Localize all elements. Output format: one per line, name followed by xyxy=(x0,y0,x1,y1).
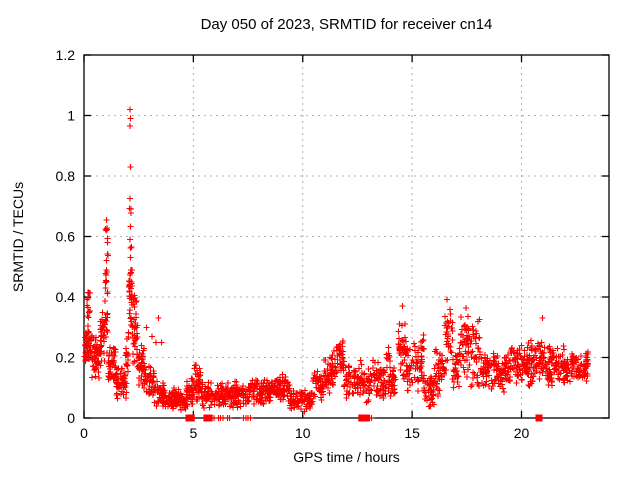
x-tick-label: 10 xyxy=(295,425,311,441)
scatter-points xyxy=(81,106,591,422)
zero-square-marker xyxy=(205,414,213,422)
x-tick-label: 15 xyxy=(404,425,420,441)
zero-square-marker xyxy=(535,414,543,422)
x-tick-label: 0 xyxy=(80,425,88,441)
y-tick-label: 1.2 xyxy=(56,47,76,63)
zero-square-marker xyxy=(187,414,195,422)
y-tick-label: 0 xyxy=(67,410,75,426)
x-tick-label: 5 xyxy=(189,425,197,441)
chart-title: Day 050 of 2023, SRMTID for receiver cn1… xyxy=(200,16,493,33)
tick-labels: 0 5 10 15 20 0 0.2 0.4 0.6 0.8 1 1.2 xyxy=(56,47,530,441)
y-tick-label: 0.6 xyxy=(56,229,76,245)
x-axis-label: GPS time / hours xyxy=(293,449,400,465)
x-tick-label: 20 xyxy=(514,425,530,441)
zero-square-marker xyxy=(362,414,370,422)
scatter-plus-markers xyxy=(81,106,591,421)
y-tick-label: 0.4 xyxy=(56,289,76,305)
gridlines xyxy=(84,55,609,418)
axes-and-ticks xyxy=(83,54,610,419)
y-tick-label: 0.8 xyxy=(56,168,76,184)
y-tick-label: 0.2 xyxy=(56,350,76,366)
y-tick-label: 1 xyxy=(67,108,75,124)
